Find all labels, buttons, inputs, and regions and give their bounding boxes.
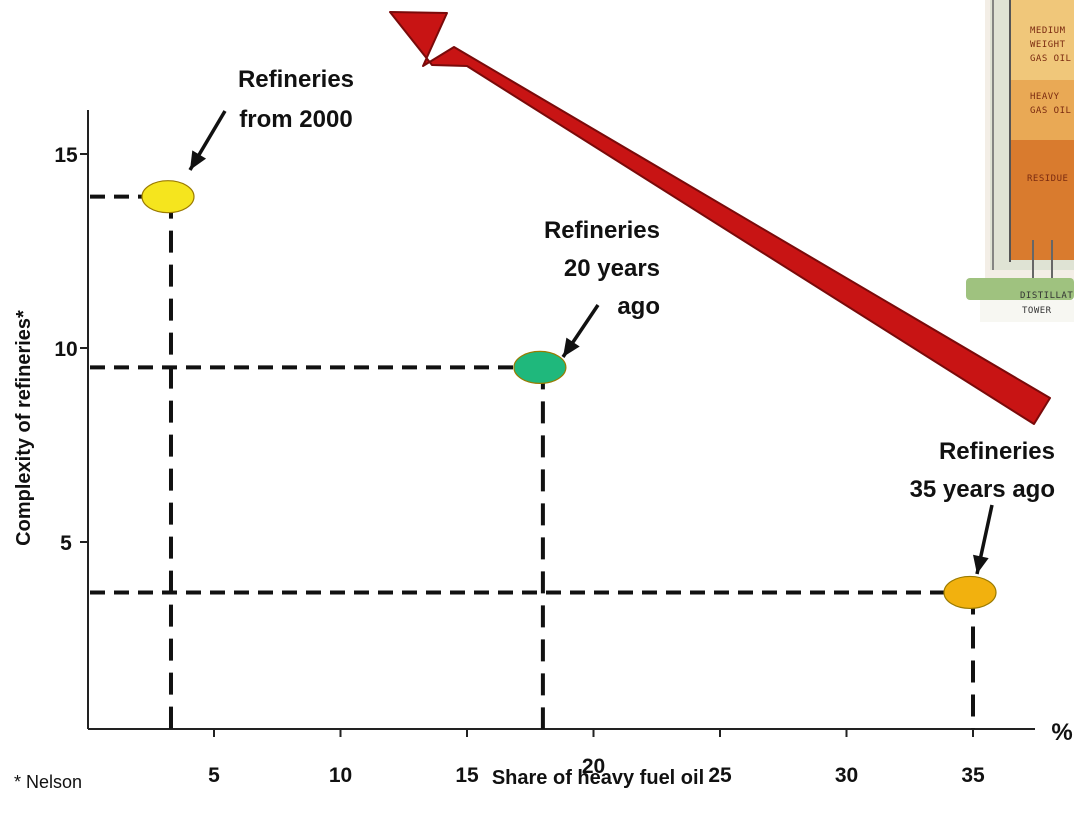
data-point-3 — [943, 575, 997, 610]
tower-label-2: WEIGHT — [1030, 40, 1066, 50]
x-tick-label-30: 30 — [835, 764, 858, 787]
point-label-3-line-2: 35 years ago — [910, 476, 1055, 503]
point-label-2-line-3: ago — [617, 293, 660, 320]
y-tick-label-5: 5 — [60, 532, 72, 555]
point-label-1-line-1: Refineries — [238, 66, 354, 93]
y-axis-title: Complexity of refineries* — [13, 310, 35, 546]
distillation-tower-illustration: MEDIUM WEIGHT GAS OIL HEAVY GAS OIL RESI… — [966, 0, 1074, 322]
tower-label-6: RESIDUE — [1027, 174, 1068, 184]
y-tick-label-10: 10 — [54, 338, 77, 361]
point-label-2-line-2: 20 years — [564, 255, 660, 282]
data-point-2 — [513, 350, 567, 384]
tower-label-7: DISTILLATION — [1020, 291, 1074, 301]
x-axis-title: Share of heavy fuel oil — [492, 767, 704, 789]
pointer-arrowhead-3 — [973, 554, 989, 574]
axes — [87, 110, 1035, 730]
data-point-1 — [141, 180, 195, 214]
tower-label-5: GAS OIL — [1030, 106, 1071, 116]
footnote: * Nelson — [14, 772, 82, 792]
trend-arrow — [389, 11, 1051, 425]
tower-label-4: HEAVY — [1030, 92, 1060, 102]
point-label-3-line-1: Refineries — [939, 438, 1055, 465]
x-axis-unit: % — [1051, 719, 1072, 746]
tower-label-8: TOWER — [1022, 306, 1052, 316]
tower-label-1: MEDIUM — [1030, 26, 1066, 36]
x-tick-label-10: 10 — [329, 764, 352, 787]
x-tick-label-15: 15 — [455, 764, 479, 787]
point-label-2-line-1: Refineries — [544, 217, 660, 244]
x-ticks: 5 10 15 20 25 30 35 — [208, 729, 985, 787]
pointer-arrowhead-2 — [563, 337, 580, 357]
point-label-1-line-2: from 2000 — [239, 106, 352, 133]
data-points — [141, 180, 997, 610]
tower-label-3: GAS OIL — [1030, 54, 1071, 64]
x-tick-label-20: 20 — [582, 755, 605, 778]
y-tick-label-15: 15 — [54, 144, 78, 167]
x-tick-label-25: 25 — [708, 764, 732, 787]
pointer-arrowhead-1 — [190, 150, 207, 170]
x-tick-label-35: 35 — [961, 764, 985, 787]
y-ticks: 5 10 15 — [54, 144, 88, 555]
x-tick-label-5: 5 — [208, 764, 220, 787]
annotations: Refineries from 2000 Refineries 20 years ago… — [188, 66, 1055, 575]
dashed-guides — [90, 194, 975, 729]
